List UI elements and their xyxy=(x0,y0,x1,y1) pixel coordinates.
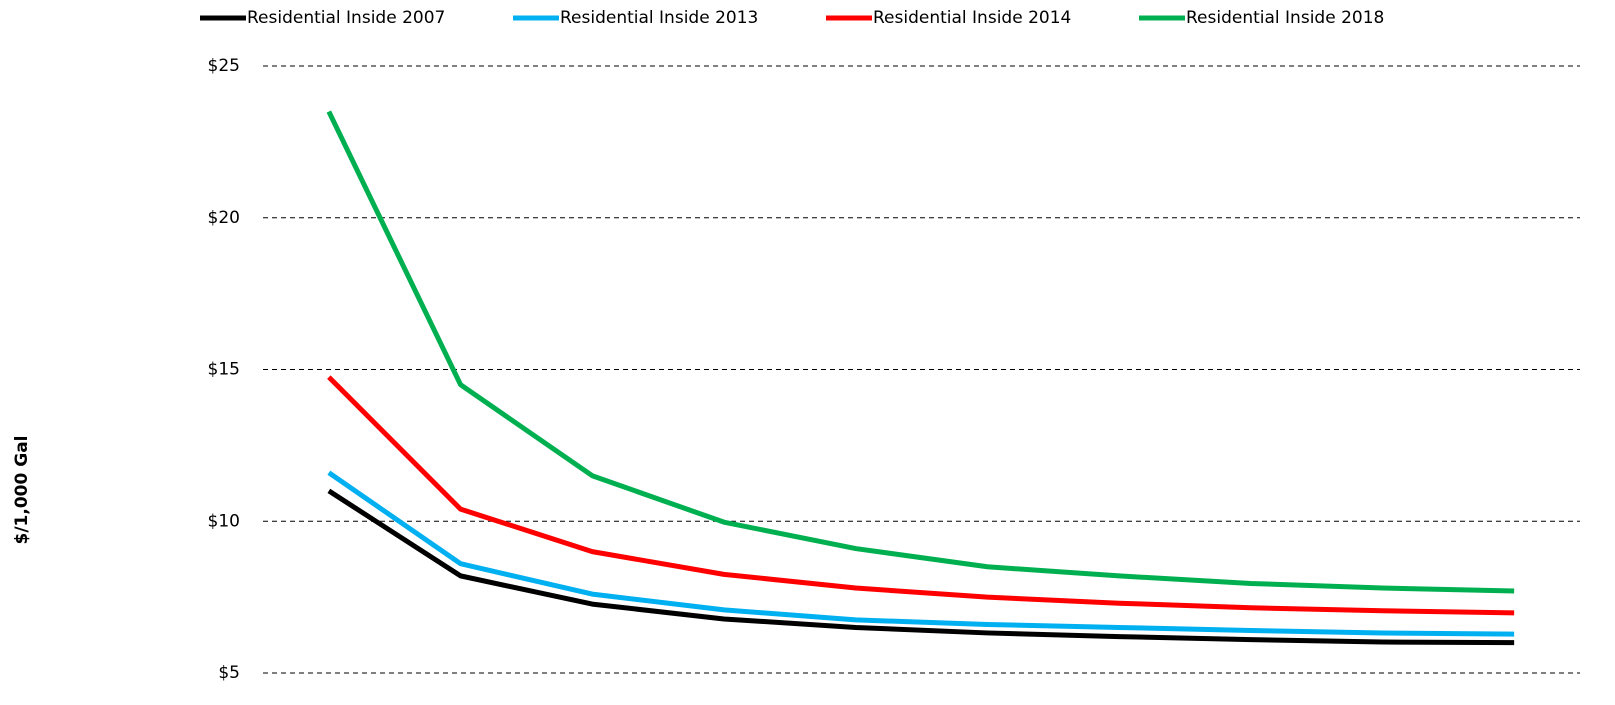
y-tick-label: $10 xyxy=(208,511,240,531)
legend-label: Residential Inside 2013 xyxy=(560,8,758,28)
legend-label: Residential Inside 2018 xyxy=(1186,8,1384,28)
y-tick-label: $5 xyxy=(218,663,240,683)
line-series xyxy=(327,375,1515,616)
y-tick-label: $20 xyxy=(208,208,240,228)
legend-label: Residential Inside 2007 xyxy=(247,8,445,28)
y-axis-label: $/1,000 Gal xyxy=(12,436,32,545)
line-series xyxy=(327,470,1515,637)
line-series xyxy=(327,488,1515,646)
line-series xyxy=(326,110,1515,594)
legend-label: Residential Inside 2014 xyxy=(873,8,1071,28)
y-tick-label: $25 xyxy=(208,56,240,76)
y-tick-label: $15 xyxy=(208,360,240,380)
